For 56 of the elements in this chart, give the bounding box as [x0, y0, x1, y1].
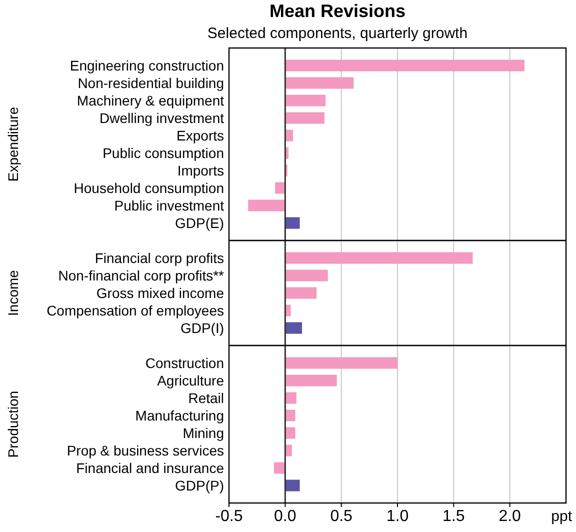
y-tick-label: Machinery & equipment [76, 92, 224, 108]
y-tick-label: Imports [177, 162, 224, 178]
x-tick-label: 2.0 [498, 508, 522, 525]
y-tick-label: Financial and insurance [76, 460, 224, 476]
bar [248, 200, 286, 212]
bar [275, 182, 286, 194]
bar [285, 252, 473, 264]
y-tick-label: GDP(I) [180, 320, 224, 336]
bar [285, 112, 324, 124]
bar [285, 444, 292, 456]
x-axis-title: ppt [551, 508, 573, 525]
bar [285, 357, 398, 369]
y-tick-label: Manufacturing [135, 407, 224, 424]
y-tick-label: Non-residential building [78, 74, 224, 91]
y-axis-title: Income [5, 270, 21, 316]
y-tick-label: GDP(E) [175, 214, 224, 231]
x-tick-label: -0.5 [215, 508, 243, 525]
y-tick-label: Retail [188, 390, 224, 406]
chart-subtitle: Selected components, quarterly growth [207, 25, 468, 42]
bar [285, 130, 294, 142]
x-tick-label: 0.0 [274, 508, 296, 525]
y-tick-label: Exports [176, 127, 224, 144]
x-tick-label: 1.5 [442, 508, 465, 525]
bar [285, 270, 328, 282]
bar [274, 462, 286, 474]
y-tick-label: Compensation of employees [46, 302, 224, 318]
y-tick-label: Dwelling investment [100, 110, 224, 126]
x-tick-label: 1.0 [386, 508, 409, 525]
y-axis-title: Production [5, 390, 21, 458]
y-tick-label: Agriculture [157, 372, 224, 388]
bar [285, 392, 296, 404]
y-tick-label: Public investment [114, 197, 224, 214]
y-tick-label: GDP(P) [175, 477, 224, 494]
y-tick-label: Gross mixed income [96, 284, 224, 301]
bar [285, 480, 300, 492]
bar [285, 427, 296, 439]
y-tick-label: Household consumption [74, 180, 224, 196]
y-tick-label: Public consumption [102, 144, 224, 161]
y-tick-label: Mining [182, 424, 224, 441]
bar [285, 217, 300, 229]
y-tick-label: Non-financial corp profits** [58, 267, 225, 284]
bar [285, 304, 291, 316]
chart-title: Mean Revisions [269, 1, 406, 21]
bar [285, 410, 296, 422]
bar [285, 94, 326, 106]
y-tick-label: Prop & business services [66, 442, 224, 458]
y-tick-label: Financial corp profits [94, 250, 224, 266]
x-tick-label: 0.5 [330, 508, 353, 525]
bar [285, 322, 302, 334]
bar [285, 60, 524, 72]
y-tick-label: Construction [145, 354, 224, 371]
y-axis-title: Expenditure [5, 106, 21, 182]
bar [285, 77, 354, 89]
y-tick-label: Engineering construction [70, 57, 224, 74]
bar [285, 287, 317, 299]
bar [285, 374, 337, 386]
